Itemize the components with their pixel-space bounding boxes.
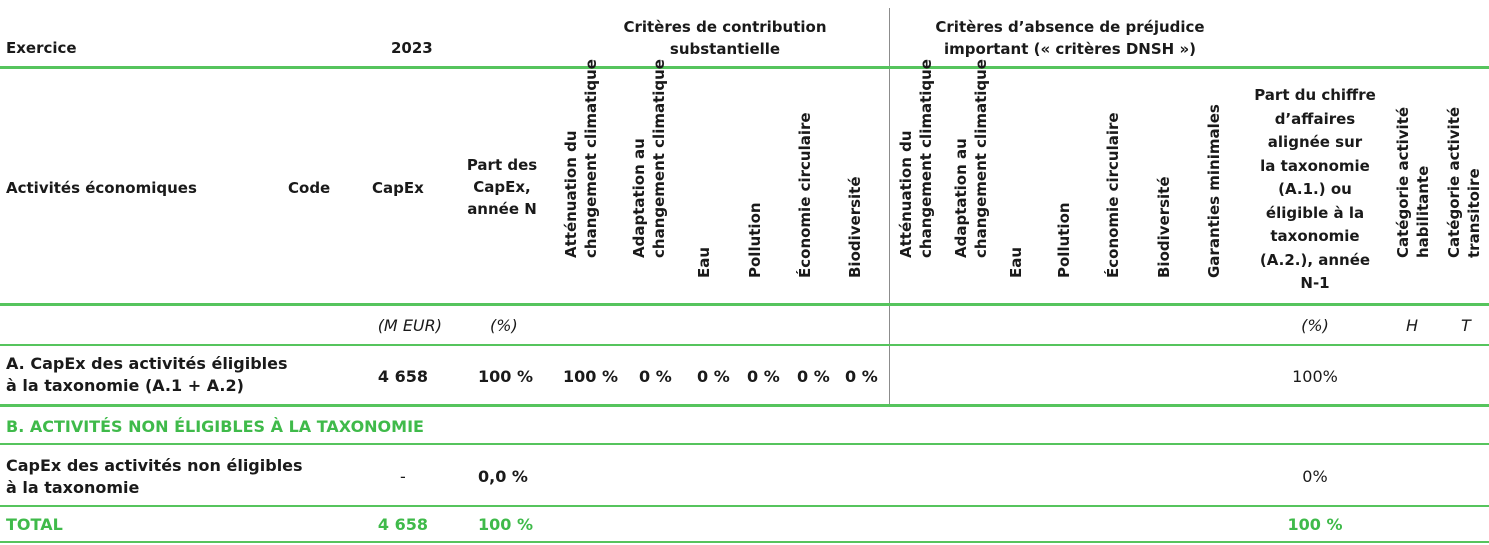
columns-rule [0,303,1489,306]
row-a-rule [0,404,1489,407]
row-a-sc-attenuation: 100 % [563,367,618,386]
group-separator [889,8,890,406]
exercice-year: 2023 [391,39,433,57]
col-capex: CapEx [372,179,424,197]
row-b-rule [0,505,1489,507]
substantial-group-header: Critères de contribution substantielle [623,18,827,58]
exercice-label: Exercice [6,39,77,57]
total-part-ca: 100 % [1287,515,1343,534]
row-a-sc-economie: 0 % [797,367,830,386]
row-b-label: CapEx des activités non éligibles à la t… [6,456,303,497]
row-b-share: 0,0 % [478,467,528,486]
row-a-sc-eau: 0 % [697,367,730,386]
total-rule [0,541,1489,543]
row-a-sc-adaptation: 0 % [639,367,672,386]
header-rule [0,66,1489,69]
row-a-sc-biodiversite: 0 % [845,367,878,386]
row-a-label: A. CapEx des activités éligibles à la ta… [6,354,288,395]
total-label: TOTAL [6,515,63,534]
col-activities: Activités économiques [6,179,197,197]
row-a-sc-pollution: 0 % [747,367,780,386]
unit-h: H [1406,316,1419,335]
row-a-part-ca: 100% [1292,367,1338,386]
dnsh-group-header: Critères d’absence de préjudice importan… [935,18,1205,58]
row-b-capex: - [400,467,406,486]
unit-t: T [1461,316,1471,335]
row-a-share: 100 % [478,367,533,386]
col-share-capex: Part des CapEx, année N [466,156,538,218]
col-code: Code [288,179,331,197]
col-part-ca: Part du chiffre d’affaires alignée sur l… [1254,86,1376,292]
section-b-rule [0,443,1489,445]
unit-part-ca: (%) [1301,316,1329,335]
section-b-label: B. ACTIVITÉS NON ÉLIGIBLES À LA TAXONOMI… [6,417,424,436]
total-capex: 4 658 [377,515,428,534]
unit-share: (%) [490,316,518,335]
row-b-part-ca: 0% [1302,467,1328,486]
unit-capex: (M EUR) [377,316,442,335]
row-a-capex: 4 658 [377,367,428,386]
total-share: 100 % [478,515,533,534]
units-rule [0,344,1489,346]
